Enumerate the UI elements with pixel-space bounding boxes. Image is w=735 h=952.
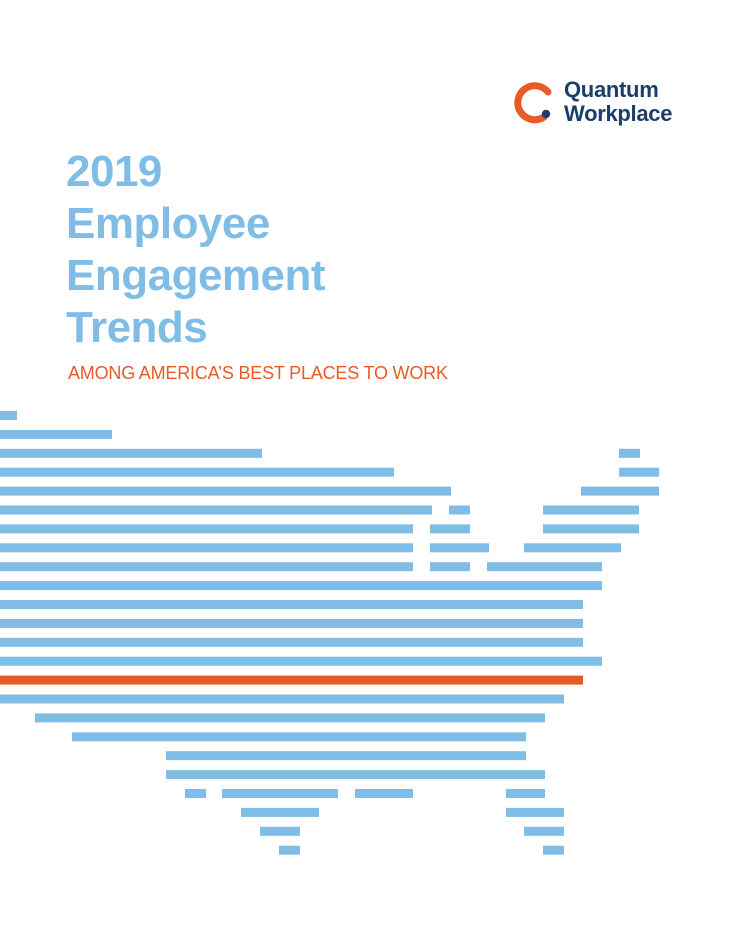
map-stripe (543, 505, 639, 515)
map-stripe (241, 807, 319, 817)
logo-line-1: Quantum (564, 77, 659, 102)
map-stripe (0, 618, 583, 628)
map-stripe (166, 751, 526, 761)
map-stripe (0, 600, 583, 609)
title-line-3: Engagement (66, 251, 326, 300)
map-stripe (0, 637, 583, 647)
map-stripe (449, 505, 470, 515)
map-stripe (222, 789, 338, 798)
map-stripe (185, 789, 206, 798)
map-stripe (0, 467, 394, 477)
map-stripe (0, 562, 413, 572)
map-stripe (0, 694, 564, 704)
title-line-4: Trends (66, 303, 208, 352)
quantum-q-logo-icon (514, 82, 552, 124)
logo-line-2: Workplace (564, 101, 673, 126)
map-stripe (430, 524, 470, 534)
map-stripe (506, 789, 545, 798)
map-stripe (487, 562, 602, 572)
title-line-2: Employee (66, 199, 270, 248)
map-stripe (279, 845, 300, 855)
map-stripe (260, 826, 300, 836)
map-stripe (166, 770, 545, 780)
map-stripe (524, 826, 564, 836)
map-stripe (506, 807, 564, 817)
map-stripe (0, 411, 17, 420)
map-stripe (430, 562, 470, 572)
map-stripe (72, 732, 526, 742)
quantum-workplace-logo: Quantum Workplace (510, 78, 710, 128)
map-stripe (355, 789, 413, 798)
map-stripe (0, 486, 451, 496)
map-stripe (581, 486, 659, 496)
map-stripe (619, 467, 659, 477)
map-stripe (35, 713, 545, 723)
title-year: 2019 (66, 147, 162, 196)
map-stripe (619, 448, 640, 458)
map-stripe (0, 581, 602, 591)
map-stripe (0, 524, 413, 534)
map-stripe (0, 543, 413, 553)
page-title: 2019 Employee Engagement Trends (66, 146, 326, 354)
map-stripe (0, 656, 602, 666)
map-stripe (0, 505, 432, 515)
map-stripe (0, 429, 112, 439)
map-stripe (430, 543, 489, 553)
subtitle: AMONG AMERICA’S BEST PLACES TO WORK (68, 363, 448, 383)
highlight-stripe (0, 675, 583, 685)
map-stripe (543, 524, 639, 534)
map-stripe (0, 448, 262, 458)
map-stripe (543, 845, 564, 855)
map-stripe (524, 543, 621, 553)
logo-wordmark: Quantum Workplace (564, 78, 672, 126)
